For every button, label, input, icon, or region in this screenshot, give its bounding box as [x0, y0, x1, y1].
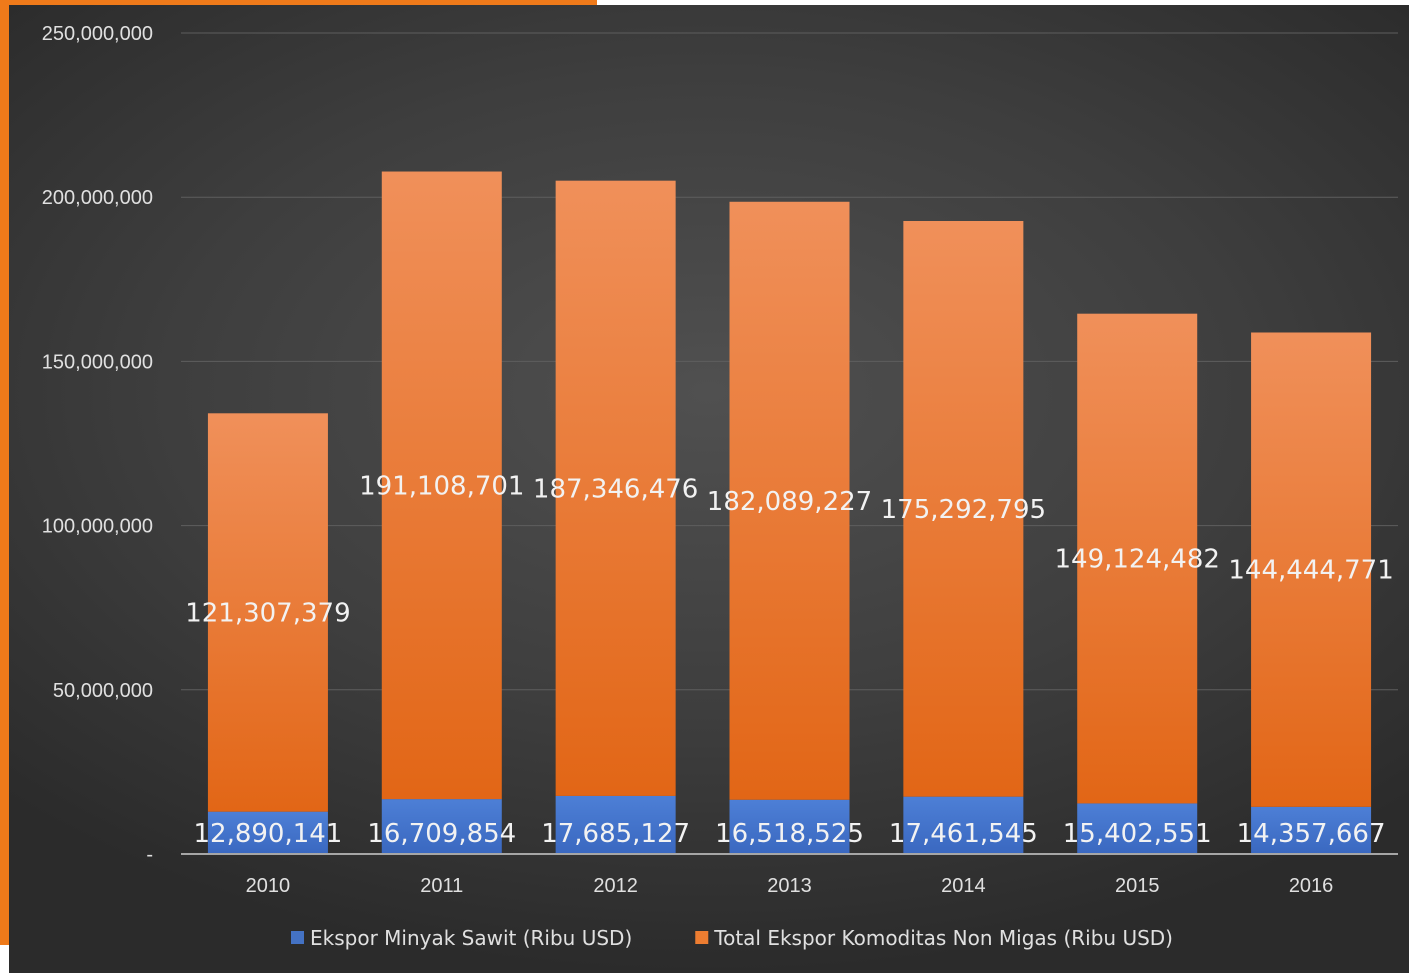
- x-tick-label: 2016: [1289, 875, 1334, 897]
- x-axis-tick-labels: 2010 2011 2012 2013 2014 2015 2016: [246, 875, 1334, 897]
- y-tick-label: 50,000,000: [53, 680, 153, 702]
- bar-ekspor-minyak-sawit: [1077, 803, 1198, 854]
- bar-ekspor-minyak-sawit: [555, 795, 676, 854]
- y-tick-label: 250,000,000: [42, 23, 153, 45]
- data-label-ekspor-minyak-sawit: 14,357,667: [1237, 819, 1386, 849]
- bar-ekspor-minyak-sawit: [903, 796, 1024, 854]
- y-tick-label: 100,000,000: [42, 516, 153, 538]
- data-label-ekspor-minyak-sawit: 16,709,854: [367, 819, 516, 849]
- x-tick-label: 2012: [593, 875, 638, 897]
- bar-total-ekspor-non-migas: [207, 413, 328, 812]
- x-tick-label: 2010: [246, 875, 291, 897]
- data-label-total-ekspor-non-migas: 187,346,476: [533, 474, 698, 504]
- orange-accent-strip-top: [0, 0, 597, 5]
- data-labels: 12,890,141 121,307,379 16,709,854 191,108,7…: [185, 471, 1394, 849]
- data-label-total-ekspor-non-migas: 182,089,227: [707, 487, 872, 517]
- bar-ekspor-minyak-sawit: [729, 799, 850, 854]
- y-tick-label: -: [146, 844, 153, 866]
- data-label-total-ekspor-non-migas: 144,444,771: [1228, 556, 1393, 586]
- x-tick-label: 2011: [420, 875, 463, 897]
- legend: Ekspor Minyak Sawit (Ribu USD) Total Eksp…: [291, 926, 1173, 950]
- bars: [207, 171, 1372, 854]
- data-label-ekspor-minyak-sawit: 17,685,127: [541, 819, 690, 849]
- y-tick-label: 150,000,000: [42, 351, 153, 373]
- y-tick-label: 200,000,000: [42, 187, 153, 209]
- data-label-ekspor-minyak-sawit: 12,890,141: [193, 819, 342, 849]
- bar-total-ekspor-non-migas: [555, 180, 676, 796]
- data-label-total-ekspor-non-migas: 191,108,701: [359, 471, 524, 501]
- x-tick-label: 2014: [941, 875, 986, 897]
- bar-total-ekspor-non-migas: [903, 220, 1024, 797]
- bar-ekspor-minyak-sawit: [381, 799, 502, 854]
- bar-total-ekspor-non-migas: [1077, 313, 1198, 804]
- bar-total-ekspor-non-migas: [729, 201, 850, 800]
- x-tick-label: 2015: [1115, 875, 1160, 897]
- legend-label: Ekspor Minyak Sawit (Ribu USD): [310, 926, 632, 950]
- x-tick-label: 2013: [767, 875, 812, 897]
- data-label-total-ekspor-non-migas: 175,292,795: [881, 495, 1046, 525]
- bar-total-ekspor-non-migas: [1251, 332, 1372, 807]
- bar-ekspor-minyak-sawit: [1251, 806, 1372, 854]
- data-label-ekspor-minyak-sawit: 17,461,545: [889, 819, 1038, 849]
- y-axis-tick-labels: - 50,000,000 100,000,000 150,000,000 200,000…: [42, 23, 153, 866]
- legend-swatch: [291, 931, 304, 944]
- data-label-total-ekspor-non-migas: 149,124,482: [1055, 545, 1220, 575]
- bar-ekspor-minyak-sawit: [207, 811, 328, 854]
- orange-accent-strip-left: [0, 0, 9, 945]
- data-label-total-ekspor-non-migas: 121,307,379: [185, 598, 350, 628]
- bar-total-ekspor-non-migas: [381, 171, 502, 800]
- data-label-ekspor-minyak-sawit: 15,402,551: [1063, 819, 1212, 849]
- data-label-ekspor-minyak-sawit: 16,518,525: [715, 819, 864, 849]
- legend-label: Total Ekspor Komoditas Non Migas (Ribu U…: [713, 926, 1173, 950]
- legend-swatch: [695, 931, 709, 944]
